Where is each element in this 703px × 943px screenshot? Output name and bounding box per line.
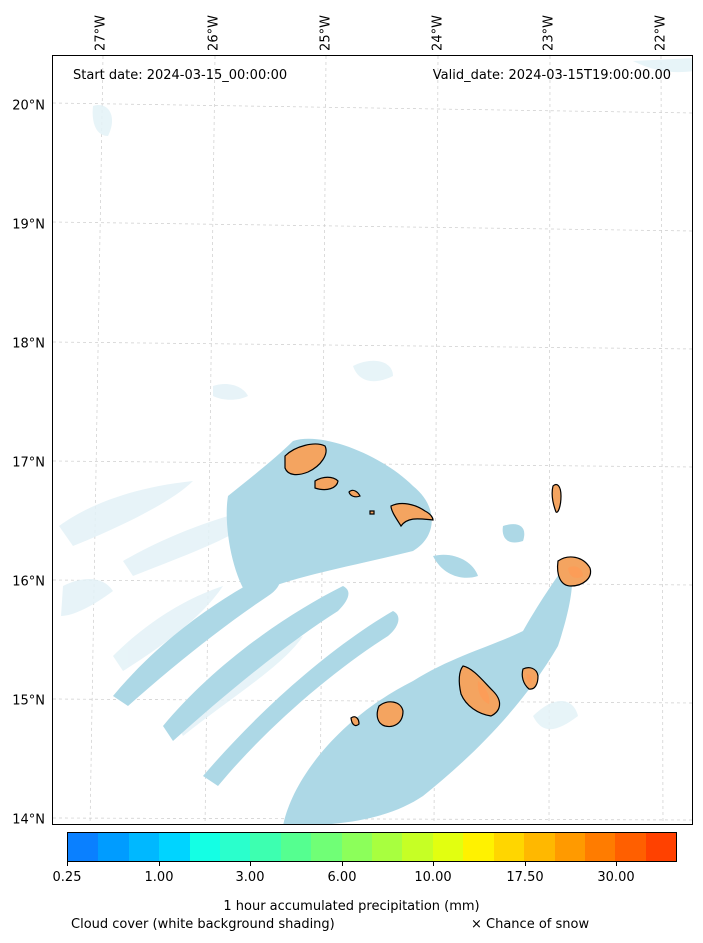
- colorbar-swatch-11: [402, 833, 433, 861]
- gridline-lat-19n: [53, 221, 692, 232]
- colorbar-tickmark: [342, 862, 343, 866]
- colorbar-tick-2: 3.00: [235, 870, 265, 885]
- latitude-label-18n: 18°N: [12, 336, 45, 352]
- islands: [284, 443, 592, 728]
- colorbar-swatch-8: [311, 833, 342, 861]
- gridline-lat-16n: [53, 579, 692, 586]
- island-fogo: [376, 701, 404, 728]
- island-sal: [551, 483, 562, 513]
- colorbar-swatch-6: [250, 833, 281, 861]
- colorbar-tickmark: [616, 862, 617, 866]
- colorbar-swatch-19: [645, 833, 677, 861]
- island-santa-luzia: [348, 489, 361, 498]
- map-panel[interactable]: Start date: 2024-03-15_00:00:00 Valid_da…: [52, 55, 693, 825]
- gridline-lon-22w: [660, 56, 664, 824]
- colorbar-swatch-12: [432, 833, 464, 861]
- colorbar-tickmark: [433, 862, 434, 866]
- island-sao-vicente: [314, 476, 339, 491]
- gridline-lon-24w: [433, 56, 439, 824]
- valid-date-text: Valid_date: 2024-03-15T19:00:00.00: [433, 68, 671, 83]
- colorbar-tickmark: [67, 862, 68, 866]
- colorbar-tickmark: [525, 862, 526, 866]
- precipitation-colorbar: [67, 832, 677, 862]
- longitude-label-27w: 27°W: [93, 15, 109, 51]
- longitude-label-23w: 23°W: [541, 15, 557, 51]
- colorbar-swatch-4: [189, 833, 221, 861]
- colorbar-swatch-18: [615, 833, 646, 861]
- start-date-text: Start date: 2024-03-15_00:00:00: [73, 68, 287, 83]
- cloud-cover-dense: [113, 438, 573, 824]
- colorbar-swatch-3: [159, 833, 190, 861]
- gridline-lon-27w: [89, 56, 104, 824]
- island-brava: [350, 716, 360, 727]
- gridline-lat-20n: [53, 102, 692, 114]
- colorbar-tickmark: [159, 862, 160, 866]
- colorbar-swatch-13: [463, 833, 494, 861]
- gridline-lat-18n: [53, 341, 692, 350]
- colorbar-swatch-7: [280, 833, 312, 861]
- precipitation-field: [477, 566, 583, 704]
- longitude-label-25w: 25°W: [318, 15, 334, 51]
- colorbar-tick-6: 30.00: [597, 870, 635, 885]
- cloud-cover-note: Cloud cover (white background shading): [71, 917, 335, 932]
- colorbar-label: 1 hour accumulated precipitation (mm): [223, 899, 480, 914]
- latitude-label-15n: 15°N: [12, 693, 45, 709]
- gridline-lat-15n: [53, 698, 692, 704]
- colorbar-tick-1: 1.00: [144, 870, 174, 885]
- snow-chance-note: × Chance of snow: [471, 917, 590, 932]
- island-sao-nicolau: [390, 502, 434, 528]
- colorbar-swatch-9: [341, 833, 373, 861]
- latitude-label-14n: 14°N: [12, 812, 45, 828]
- colorbar-swatch-15: [524, 833, 555, 861]
- colorbar-swatch-0: [68, 833, 99, 861]
- colorbar-swatch-5: [220, 833, 251, 861]
- gridline-lon-23w: [548, 56, 551, 824]
- map-canvas[interactable]: Start date: 2024-03-15_00:00:00 Valid_da…: [53, 56, 693, 825]
- longitude-label-22w: 22°W: [653, 15, 669, 51]
- island-raso: [369, 510, 375, 515]
- latitude-label-17n: 17°N: [12, 455, 45, 471]
- island-santo-antao: [284, 443, 327, 476]
- colorbar-tick-3: 6.00: [327, 870, 357, 885]
- colorbar-swatch-2: [128, 833, 160, 861]
- colorbar-swatch-14: [493, 833, 525, 861]
- gridline-lon-26w: [204, 56, 216, 824]
- latitude-label-16n: 16°N: [12, 574, 45, 590]
- colorbar-tick-4: 10.00: [414, 870, 452, 885]
- gridline-lat-14n: [53, 817, 692, 821]
- longitude-label-24w: 24°W: [430, 15, 446, 51]
- colorbar-swatch-16: [554, 833, 585, 861]
- colorbar-tick-5: 17.50: [506, 870, 544, 885]
- colorbar-tick-0: 0.25: [52, 870, 82, 885]
- colorbar-swatch-17: [584, 833, 616, 861]
- colorbar-swatch-1: [98, 833, 129, 861]
- latitude-label-19n: 19°N: [12, 217, 45, 233]
- colorbar-tickmark: [250, 862, 251, 866]
- longitude-label-26w: 26°W: [206, 15, 222, 51]
- colorbar-swatch-10: [372, 833, 403, 861]
- latitude-label-20n: 20°N: [12, 98, 45, 114]
